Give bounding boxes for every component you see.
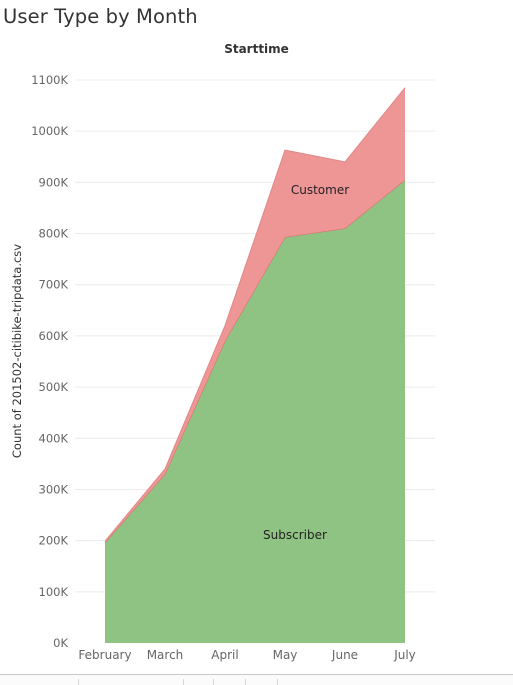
bottom-divider (183, 679, 184, 685)
y-tick-label: 0K (53, 636, 68, 650)
bottom-scrollbar[interactable] (0, 674, 513, 685)
x-tick-label: June (331, 648, 358, 662)
bottom-divider (245, 679, 246, 685)
y-tick-label: 700K (39, 278, 69, 292)
bottom-divider (277, 679, 278, 685)
series-label: Customer (291, 183, 349, 197)
area-customer (105, 87, 405, 543)
x-tick-label: July (393, 648, 416, 662)
column-header-label: Starttime (224, 42, 289, 56)
y-tick-label: 400K (39, 431, 69, 445)
y-tick-label: 600K (39, 329, 69, 343)
x-tick-label: March (147, 648, 184, 662)
y-tick-label: 500K (39, 380, 69, 394)
y-tick-label: 900K (39, 175, 69, 189)
y-tick-label: 1100K (31, 73, 68, 87)
y-tick-label: 200K (39, 534, 69, 548)
y-tick-label: 300K (39, 482, 69, 496)
area-edge-customer (104, 87, 406, 542)
y-axis-label: Count of 201502-citibike-tripdata.csv (10, 244, 24, 458)
bottom-divider (213, 679, 214, 685)
series-label: Subscriber (263, 528, 327, 542)
column-header: Starttime (0, 42, 513, 56)
bottom-divider (78, 679, 79, 685)
area-subscriber (105, 179, 405, 644)
y-tick-label: 1000K (31, 124, 68, 138)
y-tick-label: 800K (39, 227, 69, 241)
y-tick-label: 100K (39, 585, 69, 599)
x-tick-label: April (211, 648, 238, 662)
x-tick-label: February (78, 648, 131, 662)
chart-title: User Type by Month (3, 5, 198, 28)
x-tick-label: May (273, 648, 298, 662)
